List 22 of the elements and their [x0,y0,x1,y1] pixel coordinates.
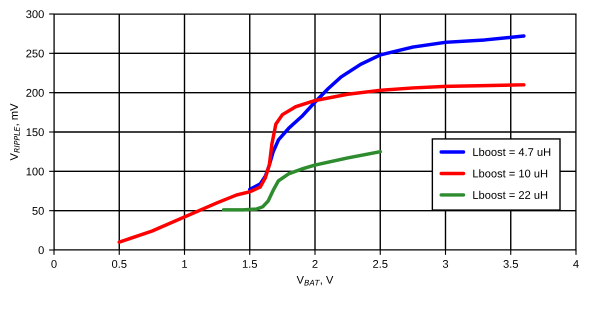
legend-label: Lboost = 10 uH [473,169,548,178]
x-tick-label: 0.5 [112,260,127,268]
y-tick-label: 150 [26,128,44,136]
y-tick-label: 0 [38,246,44,254]
line-series [222,150,382,212]
y-tick-label: 300 [26,10,44,18]
y-tick-label: 200 [26,88,44,97]
y-tick-label: 100 [26,168,44,176]
x-tick-label: 0 [51,260,57,268]
x-axis-title: V$_{BAT}$, V [296,276,334,286]
x-tick-label: 2.5 [373,260,388,268]
legend-label: Lboost = 22 uH [473,190,548,199]
x-tick-label: 3.5 [503,260,518,268]
x-tick-label: 1 [182,260,188,268]
x-tick-label: 1.5 [242,260,258,268]
y-tick-label: 50 [32,206,44,215]
y-tick-label: 250 [26,50,44,58]
legend-label: Lboost = 4.7 uH [473,148,550,156]
x-tick-label: 2 [312,260,318,268]
x-tick-label: 3 [442,260,448,268]
y-axis-title: V$_{RIPPLE}$, mV [10,104,20,160]
x-tick-label: 4 [573,260,579,268]
